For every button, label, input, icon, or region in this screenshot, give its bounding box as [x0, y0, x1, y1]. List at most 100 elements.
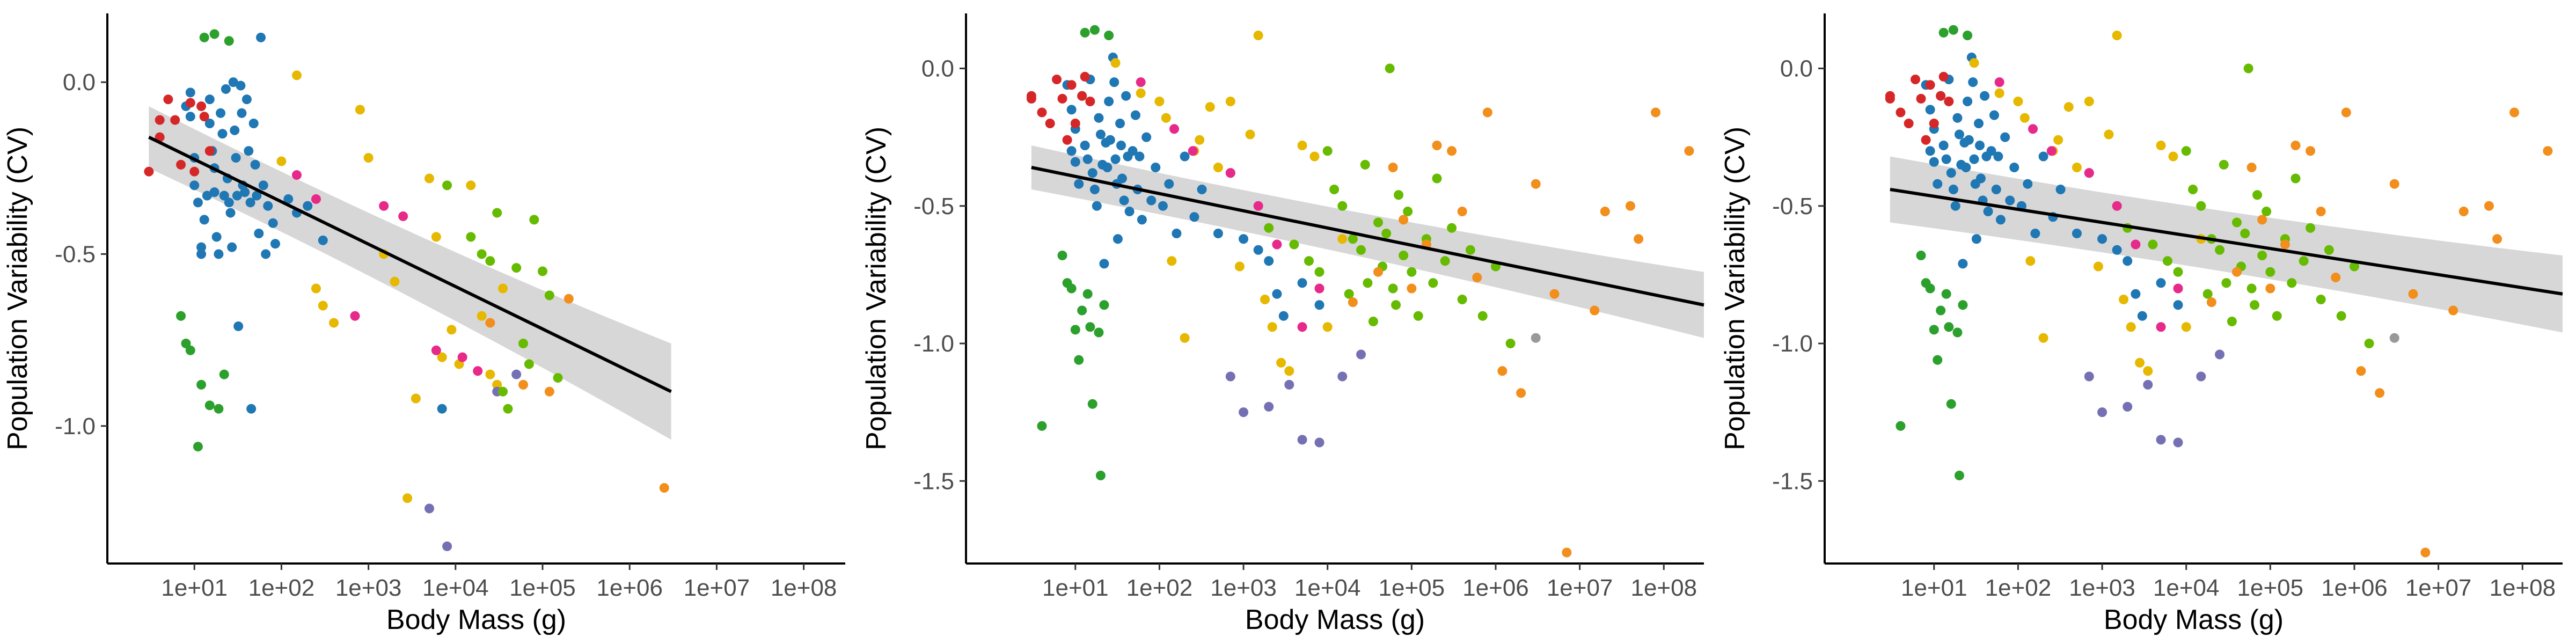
data-point	[1961, 163, 1971, 172]
data-point	[1130, 110, 1140, 120]
x-tick-label: 1e+05	[1379, 575, 1445, 601]
data-point	[233, 321, 244, 331]
regression-line	[1890, 188, 2563, 296]
data-point	[230, 125, 240, 135]
data-point	[2257, 251, 2267, 260]
data-point	[2196, 201, 2206, 211]
data-point	[1297, 141, 1307, 150]
data-point	[2053, 135, 2063, 145]
data-point	[498, 283, 508, 294]
data-point	[437, 404, 447, 414]
data-point	[1381, 229, 1392, 238]
data-point	[2408, 289, 2418, 299]
data-point	[252, 191, 262, 201]
data-point	[1276, 357, 1286, 368]
data-point	[1239, 407, 1249, 418]
data-point	[379, 201, 389, 211]
data-point	[2331, 273, 2341, 282]
data-point	[1407, 283, 1417, 294]
data-point	[2000, 132, 2010, 142]
y-tick-label: -0.5	[55, 241, 96, 267]
data-point	[2188, 185, 2198, 194]
data-point	[1983, 207, 1993, 216]
data-point	[1070, 119, 1080, 128]
data-point	[1297, 435, 1307, 445]
data-point	[1158, 201, 1168, 211]
data-point	[553, 373, 563, 383]
data-point	[2181, 146, 2191, 156]
data-point	[2030, 229, 2040, 238]
data-point	[355, 105, 365, 115]
confidence-band	[149, 106, 671, 440]
data-point	[2104, 129, 2114, 140]
data-point	[1457, 207, 1467, 216]
data-point	[2448, 305, 2458, 316]
data-point	[1322, 322, 1333, 332]
data-point	[538, 266, 548, 276]
data-point	[1121, 91, 1131, 101]
data-point	[2156, 322, 2166, 332]
data-point	[2227, 317, 2237, 326]
data-point	[236, 80, 246, 91]
data-point	[1360, 159, 1370, 170]
data-point	[1465, 245, 1475, 255]
data-point	[1925, 146, 1935, 156]
data-point	[1260, 295, 1270, 304]
data-point	[1929, 157, 1939, 167]
data-point	[1297, 322, 1307, 332]
data-point	[1104, 97, 1114, 106]
data-point	[1941, 154, 1951, 164]
data-point	[1348, 234, 1358, 244]
data-point	[1105, 135, 1115, 145]
data-point	[176, 159, 186, 170]
data-point	[318, 235, 328, 245]
data-point	[155, 115, 165, 125]
x-tick-label: 1e+03	[335, 575, 402, 601]
data-point	[2221, 278, 2231, 288]
data-point	[2257, 215, 2267, 225]
data-point	[2084, 371, 2094, 382]
data-point	[228, 77, 238, 87]
data-point	[1925, 80, 1935, 90]
data-point	[1925, 105, 1935, 115]
data-point	[196, 379, 207, 390]
data-point	[1968, 77, 1978, 87]
data-point	[424, 173, 434, 184]
data-point	[2055, 185, 2066, 194]
data-point	[240, 187, 250, 197]
data-point	[1189, 212, 1199, 222]
data-point	[170, 115, 180, 125]
data-point	[1948, 25, 1958, 35]
data-point	[1911, 75, 1921, 84]
data-point	[2341, 107, 2351, 118]
data-point	[1099, 259, 1109, 269]
data-point	[1180, 151, 1190, 162]
data-point	[1284, 379, 1294, 390]
data-point	[2316, 295, 2326, 304]
data-point	[1135, 151, 1145, 162]
data-point	[1213, 229, 1223, 238]
data-point	[1197, 185, 1207, 194]
x-tick-label: 1e+02	[1126, 575, 1193, 601]
data-point	[1195, 135, 1205, 145]
data-point	[1169, 124, 1180, 134]
data-point	[1348, 297, 1358, 308]
data-point	[1413, 311, 1423, 321]
data-point	[485, 318, 495, 328]
data-point	[1625, 201, 1635, 211]
data-point	[2005, 195, 2015, 206]
data-point	[1963, 97, 1973, 106]
y-tick-label: -0.5	[913, 193, 954, 219]
data-point	[1234, 261, 1245, 272]
data-point	[1368, 317, 1378, 326]
data-point	[1253, 31, 1263, 40]
data-point	[1225, 168, 1235, 178]
data-point	[1497, 366, 1507, 376]
data-point	[1954, 471, 1964, 480]
data-point	[2324, 245, 2334, 255]
data-point	[1356, 349, 1366, 360]
x-tick-label: 1e+06	[1462, 575, 1529, 601]
data-point	[248, 119, 259, 128]
data-point	[1304, 256, 1314, 266]
data-point	[2046, 146, 2057, 156]
